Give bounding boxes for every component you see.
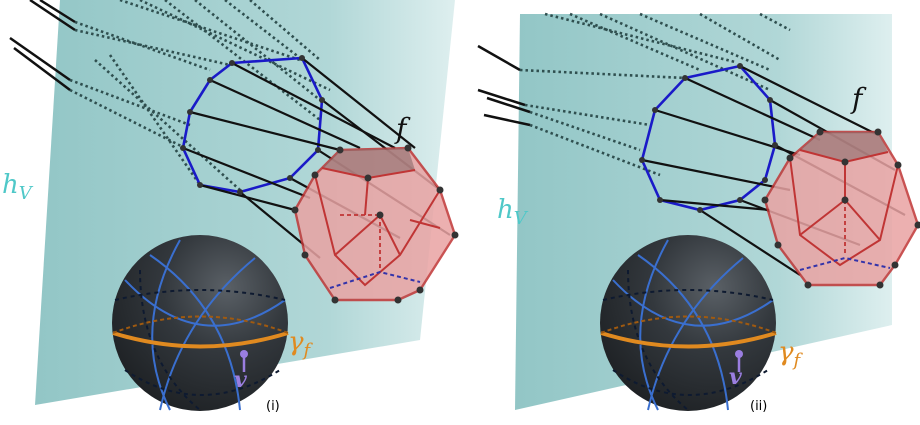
plane-label: hV: [2, 170, 34, 204]
panel-sublabel: (ii): [750, 399, 767, 414]
sphere: [112, 235, 288, 411]
panel-sublabel: (i): [266, 399, 280, 414]
panel-ii: hV f γf v (ii): [478, 14, 920, 414]
vector-label: v: [234, 367, 247, 393]
vector-label: v: [729, 364, 742, 390]
sphere: [600, 235, 776, 411]
panel-i: hV f γf v (i): [2, 0, 459, 414]
